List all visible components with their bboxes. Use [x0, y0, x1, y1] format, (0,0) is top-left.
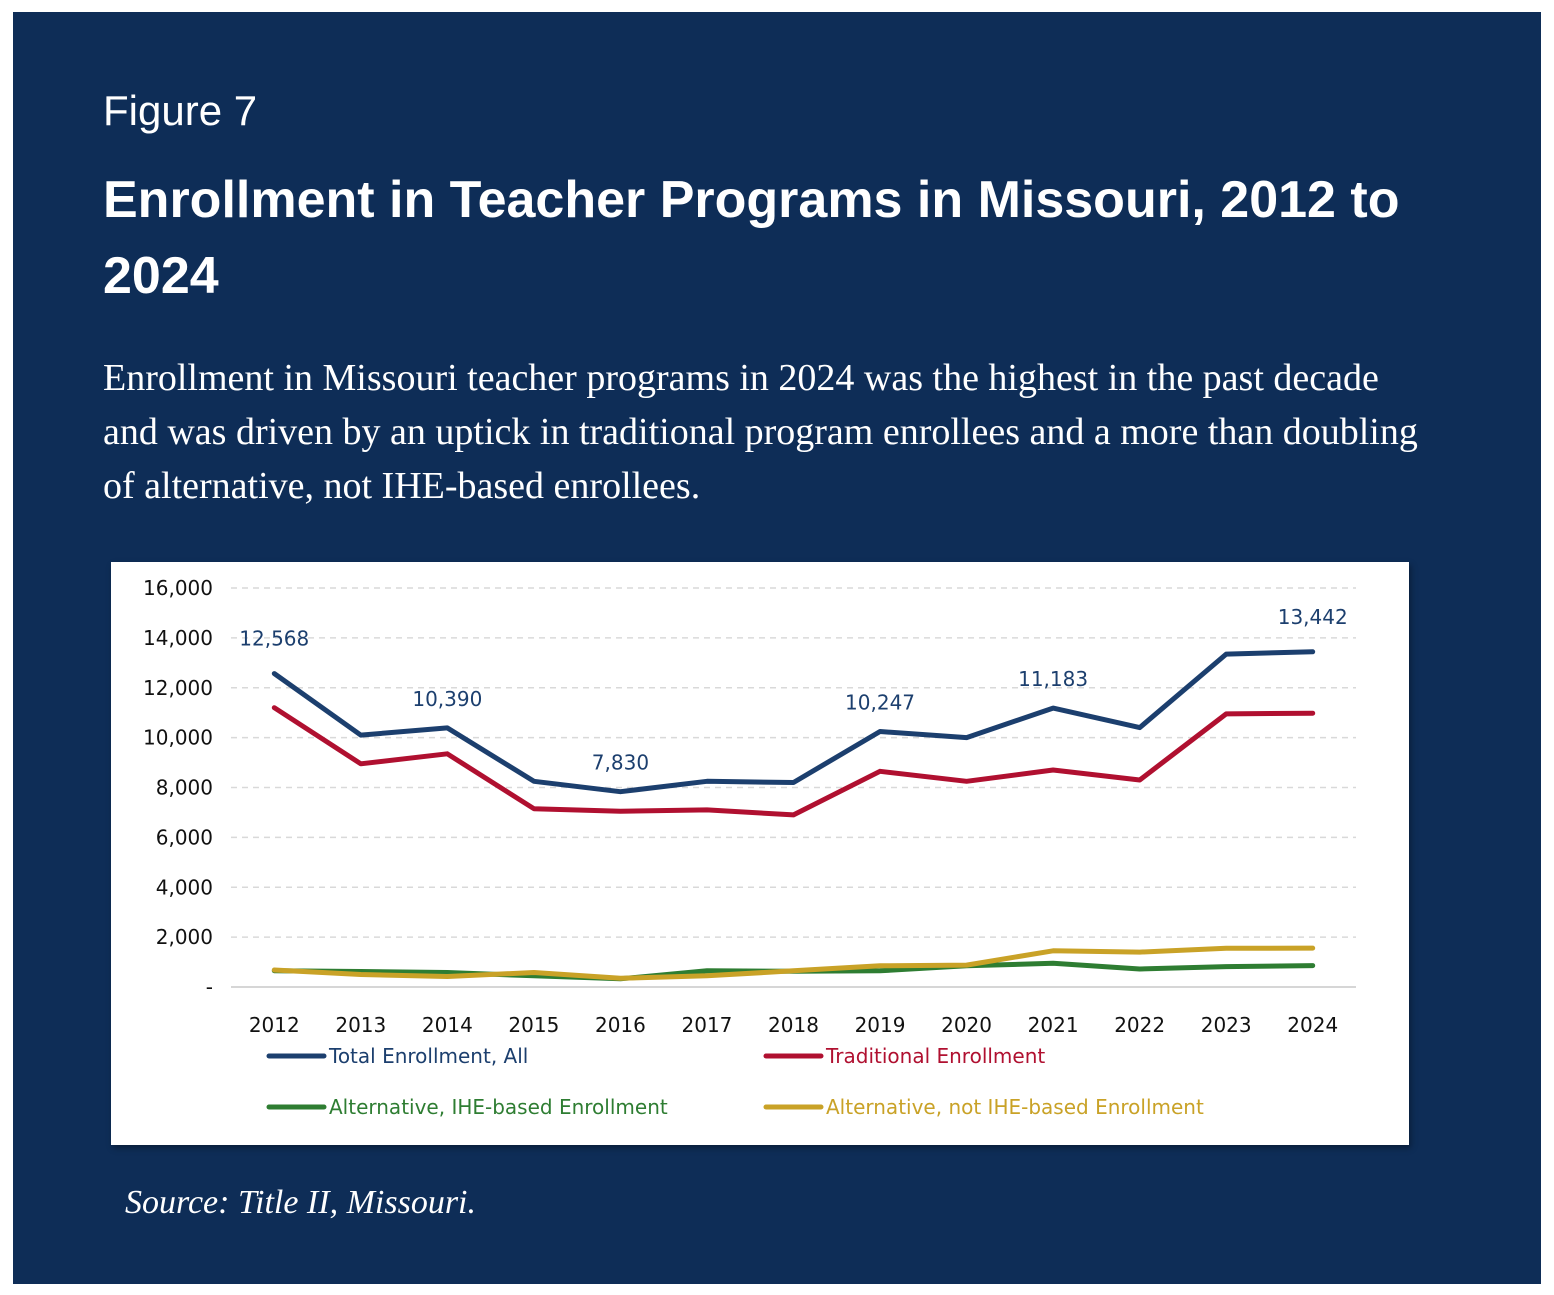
- y-tick-label: 6,000: [156, 825, 213, 849]
- legend-entry: Alternative, not IHE-based Enrollment: [826, 1095, 1204, 1119]
- data-labels: 12,568 10,390 7,830 10,247 11,183 13,442: [239, 605, 1347, 775]
- data-label: 11,183: [1018, 667, 1088, 691]
- y-tick-label: 14,000: [143, 626, 213, 650]
- series-lines: [271, 649, 1316, 982]
- legend-entry: Traditional Enrollment: [825, 1044, 1045, 1068]
- chart-container: - 2,000 4,000 6,000 8,000 10,000 12,000 14,000 1…: [111, 562, 1409, 1145]
- series-line: [271, 705, 1316, 818]
- x-tick-label: 2014: [422, 1013, 473, 1037]
- y-tick-label: 10,000: [143, 726, 213, 750]
- figure-label: Figure 7: [103, 87, 258, 134]
- data-label: 7,830: [592, 751, 649, 775]
- x-tick-label: 2019: [855, 1013, 906, 1037]
- x-tick-label: 2012: [249, 1013, 300, 1037]
- legend-entry: Total Enrollment, All: [328, 1044, 528, 1068]
- data-label: 10,247: [845, 690, 915, 714]
- source-note: Source: Title II, Missouri.: [125, 1184, 476, 1221]
- x-tick-label: 2015: [508, 1013, 559, 1037]
- figure-subtitle: Enrollment in Missouri teacher programs …: [103, 357, 1418, 507]
- line-chart: - 2,000 4,000 6,000 8,000 10,000 12,000 14,000 1…: [143, 576, 1356, 1119]
- y-tick-label: 16,000: [143, 576, 213, 600]
- y-tick-label: 12,000: [143, 676, 213, 700]
- legend-entry: Alternative, IHE-based Enrollment: [329, 1095, 668, 1119]
- x-tick-label: 2024: [1287, 1013, 1338, 1037]
- figure-title: Enrollment in Teacher Programs in Missou…: [103, 171, 1400, 305]
- data-label: 10,390: [412, 687, 482, 711]
- gridlines: [231, 587, 1356, 988]
- y-tick-label: 2,000: [156, 925, 213, 949]
- x-tick-label: 2013: [335, 1013, 386, 1037]
- data-label: 13,442: [1278, 605, 1348, 629]
- figure-panel: Figure 7 Enrollment in Teacher Programs …: [13, 12, 1541, 1284]
- series-line: [271, 945, 1316, 981]
- y-tick-label: 4,000: [156, 875, 213, 899]
- y-tick-label: 8,000: [156, 776, 213, 800]
- x-axis-ticks: 2012 2013 2014 2015 2016 2017 2018 2019 2020 2021…: [249, 1013, 1338, 1037]
- y-axis-ticks: - 2,000 4,000 6,000 8,000 10,000 12,000 14,000 1…: [143, 576, 213, 999]
- x-tick-label: 2022: [1114, 1013, 1165, 1037]
- x-tick-label: 2017: [682, 1013, 733, 1037]
- series-line: [271, 649, 1316, 795]
- legend: Total Enrollment, All Traditional Enrollm…: [266, 1044, 1204, 1119]
- data-label: 12,568: [239, 627, 309, 651]
- x-tick-label: 2023: [1201, 1013, 1252, 1037]
- y-tick-label: -: [206, 975, 213, 999]
- x-tick-label: 2020: [941, 1013, 992, 1037]
- x-tick-label: 2021: [1028, 1013, 1079, 1037]
- x-tick-label: 2016: [595, 1013, 646, 1037]
- x-tick-label: 2018: [768, 1013, 819, 1037]
